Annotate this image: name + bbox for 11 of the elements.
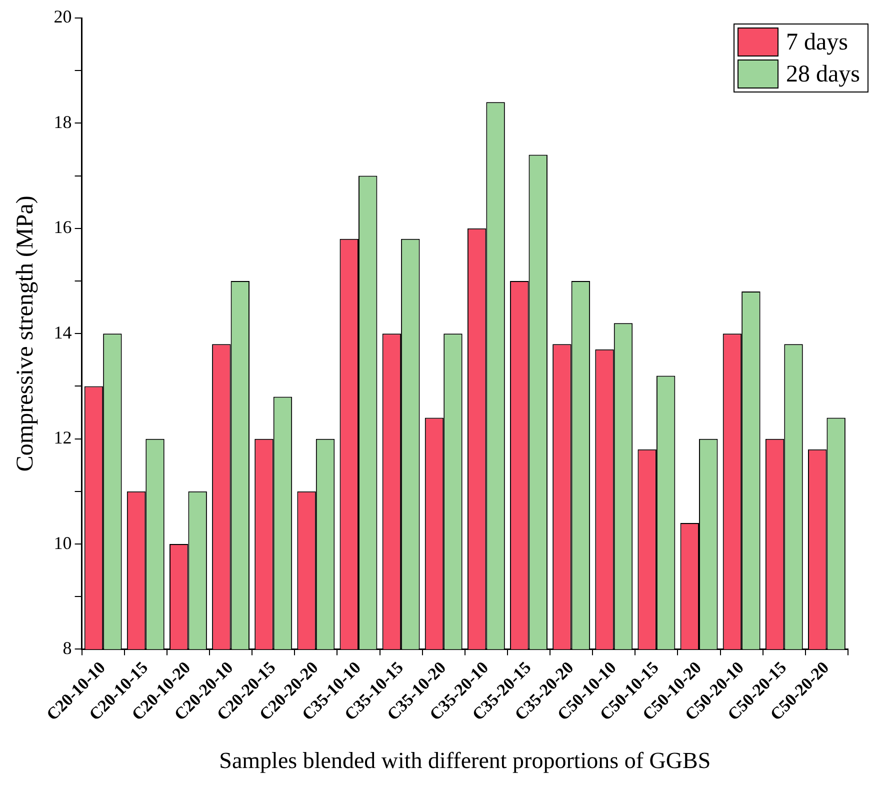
legend-label: 28 days <box>786 61 860 88</box>
y-tick-label: 16 <box>54 217 72 238</box>
y-axis-title: Compressive strength (MPa) <box>12 196 39 472</box>
y-tick-label: 14 <box>54 322 72 342</box>
legend-label: 7 days <box>786 29 848 56</box>
y-tick-label: 12 <box>54 428 72 448</box>
y-tick-label: 8 <box>62 638 72 658</box>
y-tick-label: 18 <box>54 112 72 132</box>
x-axis-title: Samples blended with different proportions of GGBS <box>219 748 711 774</box>
y-tick-label: 20 <box>54 6 72 27</box>
y-tick-label: 10 <box>54 532 72 553</box>
